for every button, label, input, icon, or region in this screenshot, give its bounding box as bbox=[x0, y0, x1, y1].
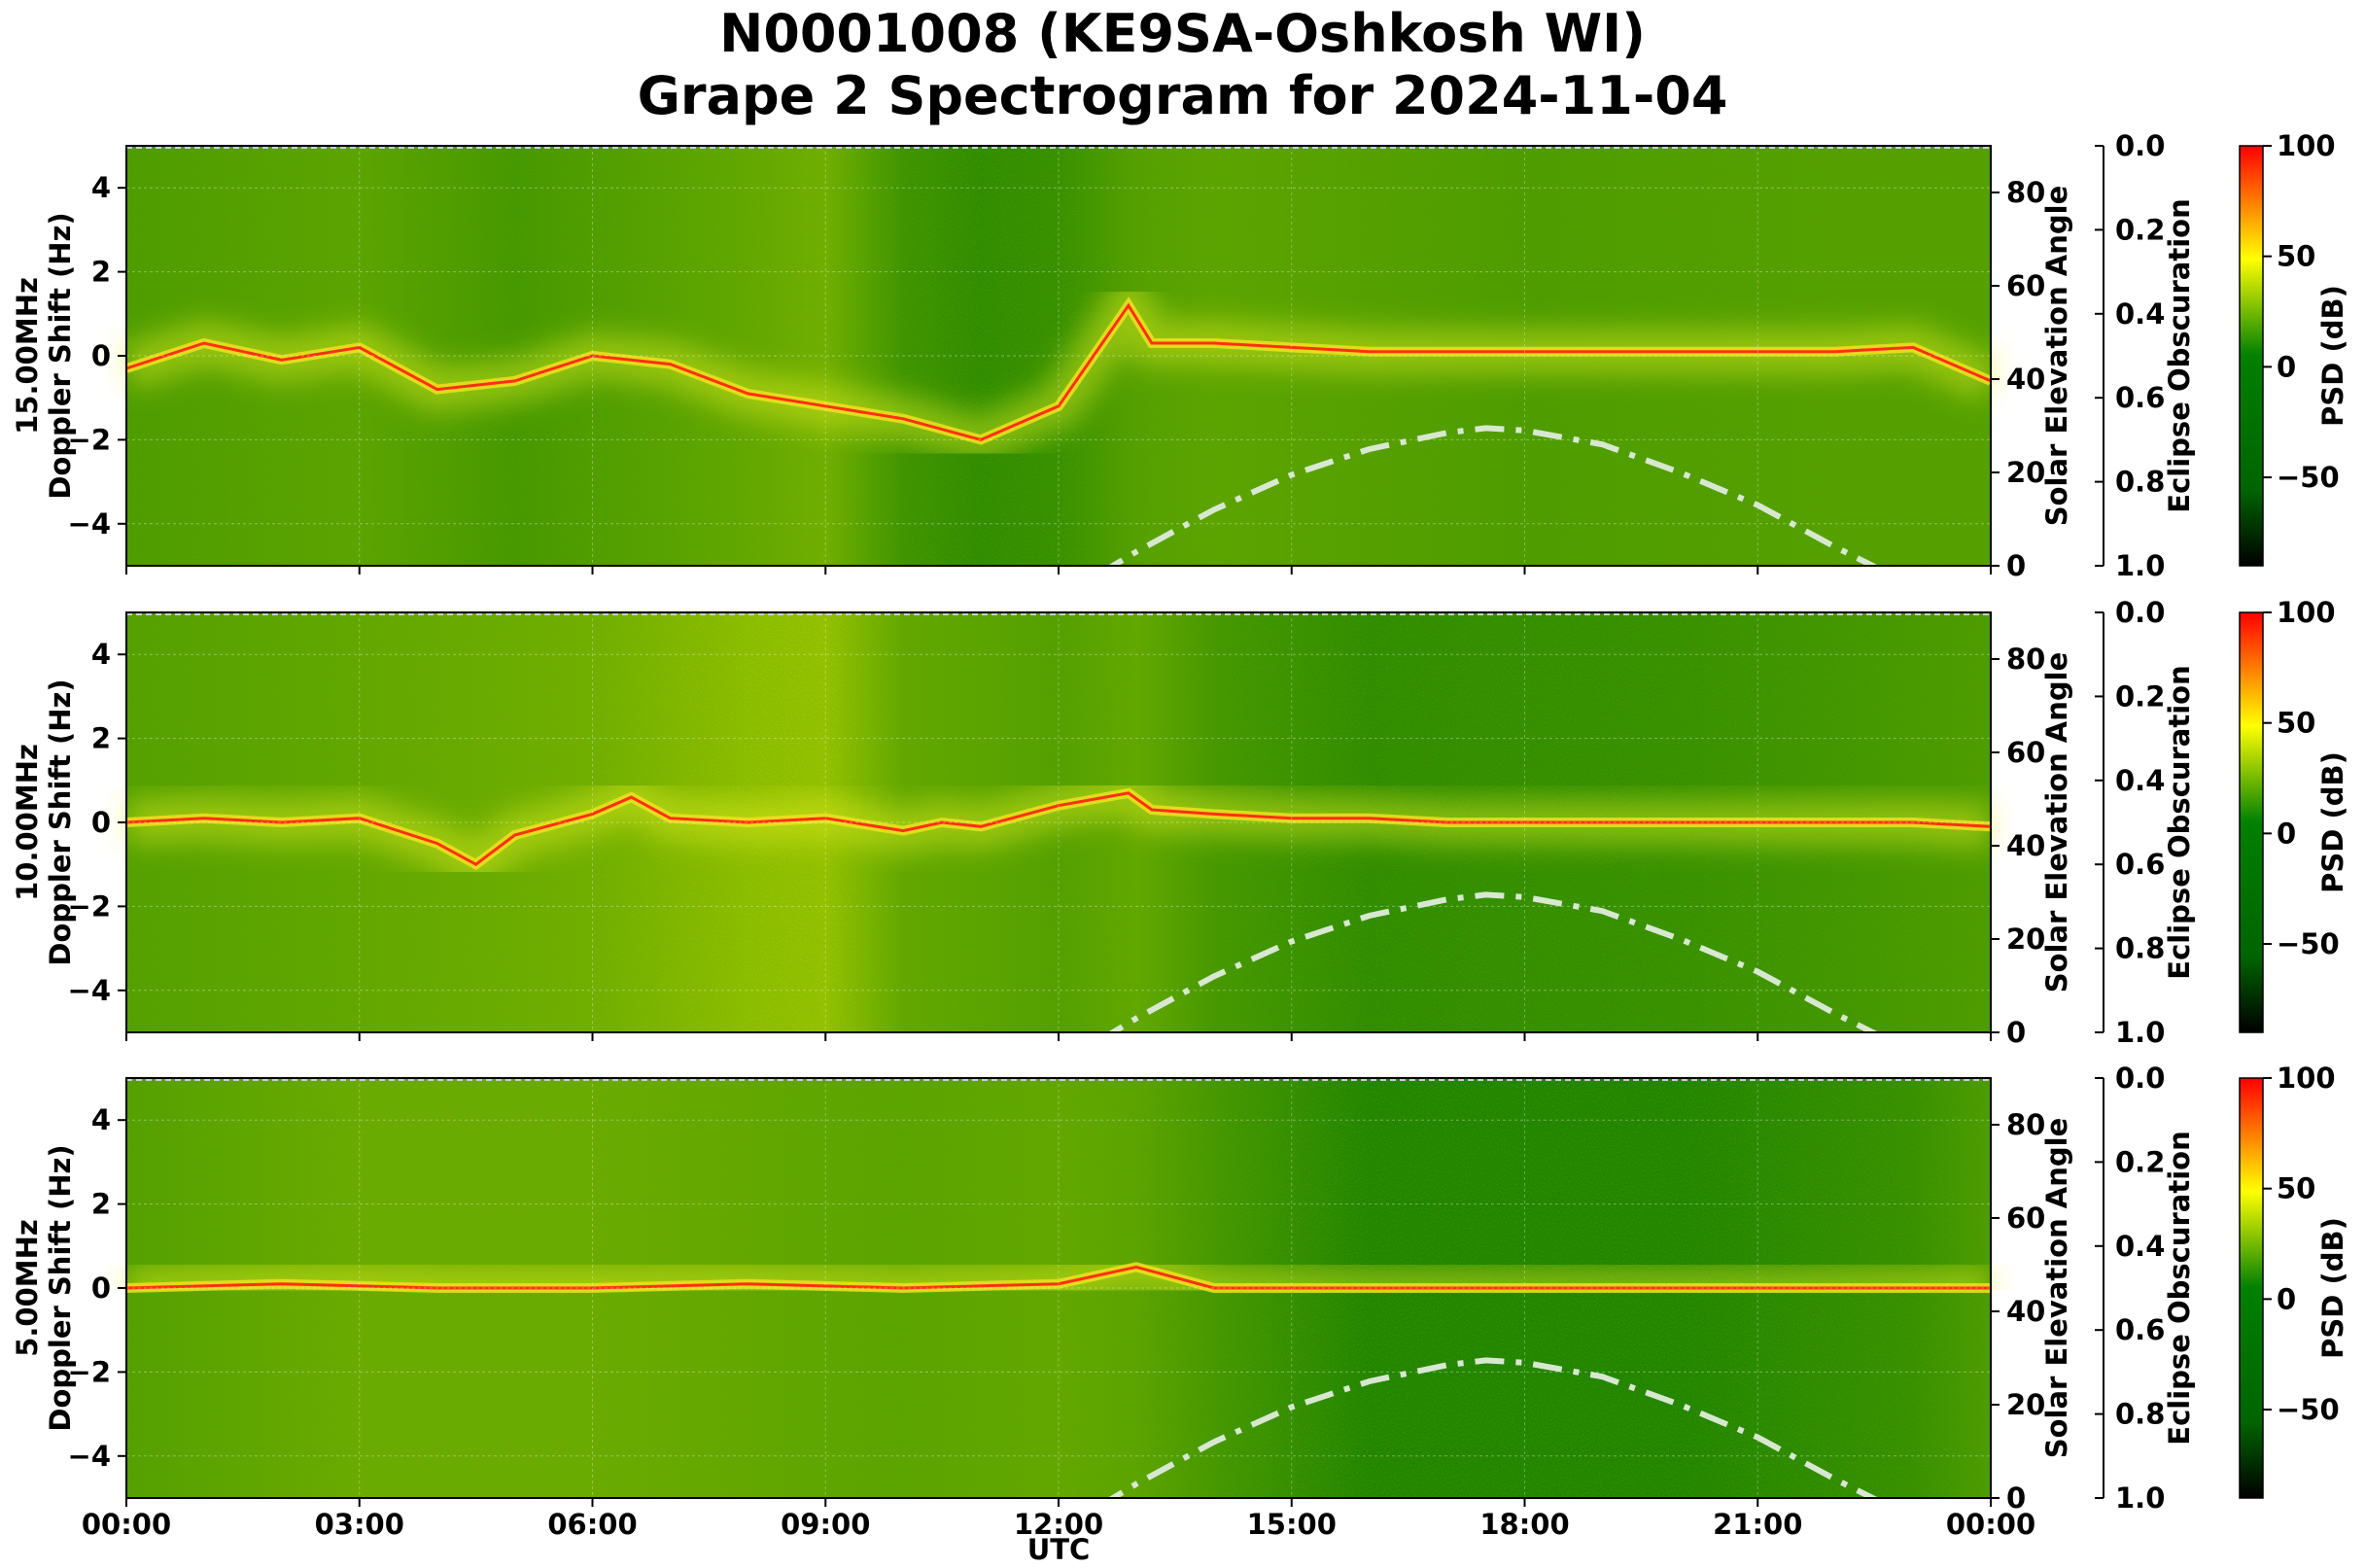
solar-tick-label-1: 20 bbox=[2006, 456, 2045, 489]
y-tick-label-1: 2 bbox=[91, 256, 111, 289]
y-tick-label-2: −2 bbox=[68, 889, 111, 923]
eclipse-tick-label-2: 1.0 bbox=[2115, 1016, 2165, 1049]
eclipse-axis-label-2: Eclipse Obscuration bbox=[2163, 665, 2196, 979]
eclipse-tick-label-3: 1.0 bbox=[2115, 1481, 2165, 1515]
solar-tick-label-2: 40 bbox=[2006, 829, 2045, 862]
colorbar-tick-label-1: 0 bbox=[2277, 350, 2296, 383]
colorbar-tick-label-2: 0 bbox=[2277, 817, 2296, 850]
eclipse-tick-label-1: 1.0 bbox=[2115, 549, 2165, 582]
solar-elevation-curve-3 bbox=[1107, 1357, 1880, 1498]
y-axis-label-1: 15.00MHzDoppler Shift (Hz) bbox=[11, 212, 77, 499]
x-axis-label: UTC bbox=[1026, 1533, 1091, 1566]
y-tick-label-1: −4 bbox=[68, 507, 111, 540]
x-tick-label: 12:00 bbox=[1013, 1508, 1104, 1541]
eclipse-tick-label-2: 0.6 bbox=[2115, 848, 2165, 881]
chart-title-line1: N0001008 (KE9SA-Oshkosh WI) bbox=[719, 3, 1646, 64]
solar-tick-label-1: 60 bbox=[2006, 269, 2045, 302]
solar-tick-label-3: 60 bbox=[2006, 1202, 2045, 1235]
x-tick-label: 09:00 bbox=[781, 1508, 871, 1541]
colorbar-tick-label-3: 100 bbox=[2277, 1062, 2336, 1095]
eclipse-axis-label-3: Eclipse Obscuration bbox=[2163, 1131, 2196, 1445]
eclipse-tick-label-1: 0.2 bbox=[2115, 213, 2165, 246]
y-tick-label-2: 0 bbox=[91, 806, 111, 839]
eclipse-tick-label-1: 0.4 bbox=[2115, 297, 2165, 331]
eclipse-tick-label-2: 0.4 bbox=[2115, 764, 2165, 797]
eclipse-tick-label-1: 0.6 bbox=[2115, 381, 2165, 414]
eclipse-tick-label-2: 0.8 bbox=[2115, 932, 2165, 965]
solar-tick-label-2: 0 bbox=[2006, 1016, 2026, 1049]
eclipse-tick-label-3: 0.0 bbox=[2115, 1062, 2165, 1095]
colorbar-tick-label-3: 0 bbox=[2277, 1282, 2296, 1315]
x-tick-label: 15:00 bbox=[1246, 1508, 1337, 1541]
colorbar-tick-label-3: 50 bbox=[2277, 1172, 2315, 1205]
eclipse-tick-label-3: 0.6 bbox=[2115, 1313, 2165, 1346]
solar-tick-label-2: 60 bbox=[2006, 736, 2045, 769]
solar-axis-label-3: Solar Elevation Angle bbox=[2040, 1118, 2073, 1459]
solar-tick-label-1: 80 bbox=[2006, 176, 2045, 209]
colorbar-tick-label-1: 50 bbox=[2277, 240, 2315, 273]
solar-elevation-curve-1 bbox=[1107, 425, 1880, 566]
solar-tick-label-3: 20 bbox=[2006, 1388, 2045, 1421]
eclipse-tick-label-1: 0.0 bbox=[2115, 129, 2165, 162]
eclipse-axis-label-1: Eclipse Obscuration bbox=[2163, 198, 2196, 512]
colorbar-tick-label-2: 50 bbox=[2277, 707, 2315, 740]
eclipse-tick-label-3: 0.8 bbox=[2115, 1398, 2165, 1431]
colorbar-1 bbox=[2239, 145, 2264, 567]
y-tick-label-1: −2 bbox=[68, 423, 111, 456]
solar-elevation-curve-2 bbox=[1107, 891, 1880, 1032]
panel-2: 420−2−410.00MHzDoppler Shift (Hz)0204060… bbox=[11, 596, 2349, 1049]
colorbar-label-3: PSD (dB) bbox=[2316, 1217, 2349, 1359]
colorbar-3 bbox=[2239, 1077, 2264, 1499]
y-tick-label-1: 4 bbox=[91, 171, 111, 204]
solar-tick-label-2: 80 bbox=[2006, 643, 2045, 676]
y-axis-label-3: 5.00MHzDoppler Shift (Hz) bbox=[11, 1144, 77, 1431]
x-tick-label: 18:00 bbox=[1479, 1508, 1570, 1541]
doppler-trace-3 bbox=[125, 1265, 1991, 1290]
y-tick-label-1: 0 bbox=[91, 339, 111, 372]
y-tick-label-2: −4 bbox=[68, 974, 111, 1007]
y-tick-label-3: 4 bbox=[91, 1103, 111, 1136]
colorbar-tick-label-1: −50 bbox=[2277, 461, 2340, 494]
eclipse-tick-label-3: 0.2 bbox=[2115, 1145, 2165, 1178]
eclipse-tick-label-1: 0.8 bbox=[2115, 466, 2165, 499]
eclipse-tick-label-2: 0.2 bbox=[2115, 679, 2165, 713]
x-tick-label: 06:00 bbox=[547, 1508, 638, 1541]
x-tick-label: 00:00 bbox=[1945, 1508, 2036, 1541]
panel-1: 420−2−415.00MHzDoppler Shift (Hz)0204060… bbox=[11, 129, 2349, 582]
colorbar-tick-label-1: 100 bbox=[2277, 129, 2336, 162]
solar-tick-label-3: 80 bbox=[2006, 1108, 2045, 1141]
y-tick-label-3: 2 bbox=[91, 1188, 111, 1221]
y-tick-label-2: 4 bbox=[91, 638, 111, 671]
colorbar-label-2: PSD (dB) bbox=[2316, 751, 2349, 893]
x-tick-label: 00:00 bbox=[81, 1508, 172, 1541]
panel-3: 420−2−45.00MHzDoppler Shift (Hz)02040608… bbox=[11, 1062, 2349, 1515]
solar-axis-label-1: Solar Elevation Angle bbox=[2040, 186, 2073, 527]
solar-axis-label-2: Solar Elevation Angle bbox=[2040, 652, 2073, 993]
colorbar-tick-label-3: −50 bbox=[2277, 1393, 2340, 1426]
colorbar-2 bbox=[2239, 611, 2264, 1033]
solar-tick-label-1: 0 bbox=[2006, 549, 2026, 582]
y-axis-label-2: 10.00MHzDoppler Shift (Hz) bbox=[11, 679, 77, 965]
solar-tick-label-1: 40 bbox=[2006, 363, 2045, 396]
x-tick-label: 21:00 bbox=[1713, 1508, 1803, 1541]
eclipse-tick-label-2: 0.0 bbox=[2115, 596, 2165, 629]
solar-tick-label-3: 0 bbox=[2006, 1481, 2026, 1515]
y-tick-label-3: 0 bbox=[91, 1272, 111, 1305]
colorbar-tick-label-2: 100 bbox=[2277, 596, 2336, 629]
y-tick-label-2: 2 bbox=[91, 722, 111, 755]
solar-tick-label-3: 40 bbox=[2006, 1295, 2045, 1328]
colorbar-tick-label-2: −50 bbox=[2277, 927, 2340, 960]
y-tick-label-3: −2 bbox=[68, 1355, 111, 1388]
y-tick-label-3: −4 bbox=[68, 1440, 111, 1473]
doppler-trace-2 bbox=[125, 791, 1992, 866]
colorbar-label-1: PSD (dB) bbox=[2316, 285, 2349, 427]
solar-tick-label-2: 20 bbox=[2006, 923, 2045, 956]
eclipse-tick-label-3: 0.4 bbox=[2115, 1230, 2165, 1263]
doppler-trace-1 bbox=[125, 302, 1992, 441]
chart-title-line2: Grape 2 Spectrogram for 2024-11-04 bbox=[637, 65, 1728, 126]
x-tick-label: 03:00 bbox=[314, 1508, 404, 1541]
